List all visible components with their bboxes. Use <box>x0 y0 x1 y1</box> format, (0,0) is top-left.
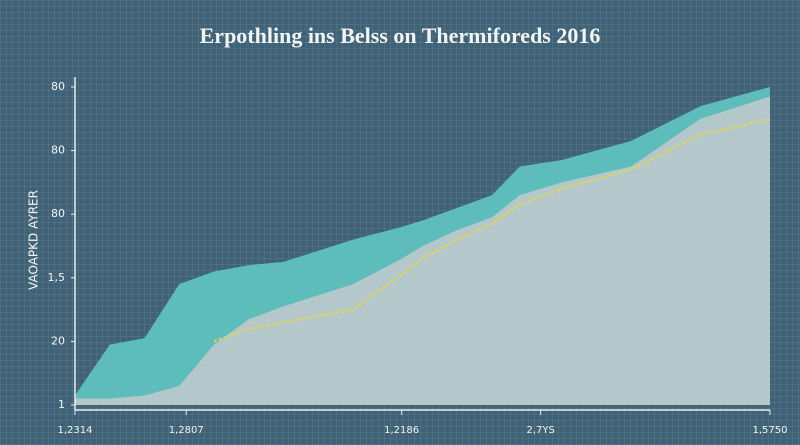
y-tick-label: 80 <box>51 207 65 220</box>
y-axis-label: VAOAPKD AYRER <box>27 190 41 290</box>
chart-title: Erpothling ins Belss on Thermiforeds 201… <box>200 23 601 48</box>
y-tick-label: 80 <box>51 144 65 157</box>
y-tick-label: 1,5 <box>48 271 66 284</box>
x-tick-label: 2,7YS <box>526 425 554 436</box>
y-tick-label: 80 <box>51 80 65 93</box>
y-tick-label: 20 <box>51 334 65 347</box>
x-tick-label: 1,2314 <box>58 425 93 436</box>
line <box>213 117 771 343</box>
x-tick-label: 1,2186 <box>384 425 419 436</box>
x-tick-label: 1,2807 <box>169 425 204 436</box>
y-tick-label: 1 <box>58 398 65 411</box>
x-tick-label: 1,5750 <box>753 425 788 436</box>
